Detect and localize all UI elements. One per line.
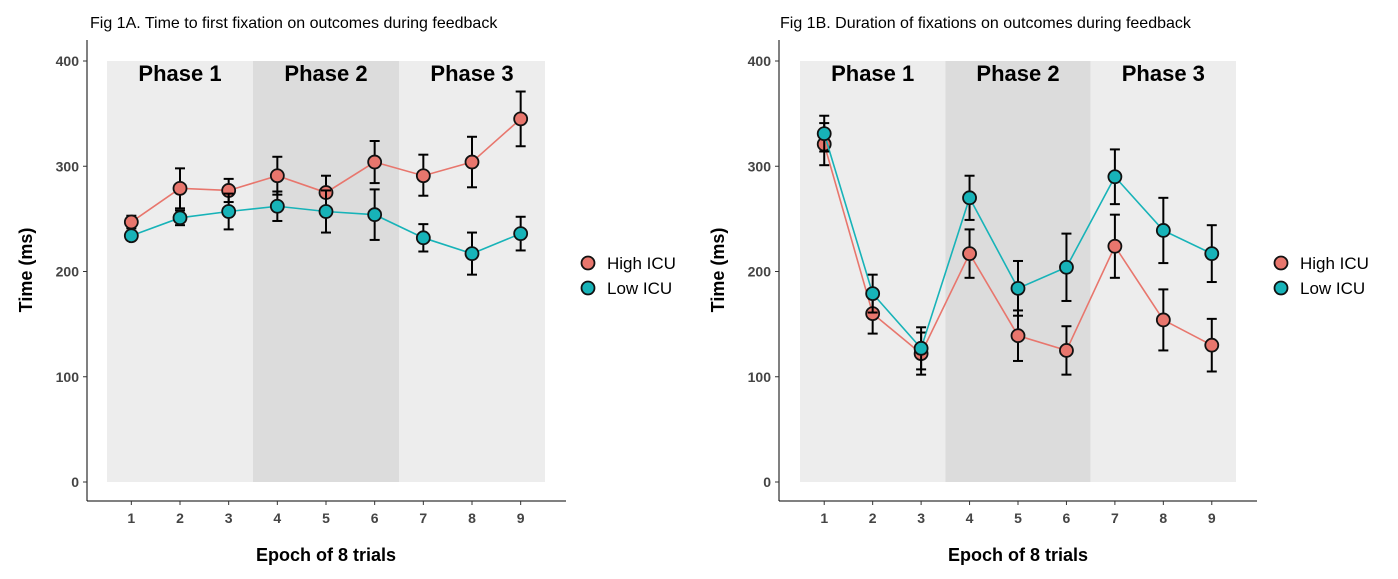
series-low-icu — [123, 188, 529, 276]
data-point — [269, 168, 285, 184]
y-tick-label: 100 — [748, 369, 772, 385]
phase-label: Phase 2 — [284, 61, 367, 86]
legend-item: Low ICU — [580, 279, 672, 298]
data-point — [816, 126, 832, 142]
phase-band — [253, 61, 399, 482]
data-point — [913, 340, 929, 356]
data-point — [415, 168, 431, 184]
data-point — [1107, 238, 1123, 254]
data-point — [513, 111, 529, 127]
x-tick-label: 8 — [468, 510, 476, 526]
y-tick-label: 200 — [56, 264, 80, 280]
phase-label: Phase 3 — [430, 61, 513, 86]
phase-band — [107, 61, 253, 482]
data-point — [415, 230, 431, 246]
x-tick-label: 1 — [820, 510, 828, 526]
data-point — [1204, 337, 1220, 353]
data-point — [172, 210, 188, 226]
phase-label: Phase 3 — [1122, 61, 1205, 86]
y-tick-label: 200 — [748, 264, 772, 280]
data-point — [464, 246, 480, 262]
legend-key — [1273, 280, 1289, 296]
data-point — [172, 180, 188, 196]
y-tick-label: 400 — [56, 53, 80, 69]
legend-key — [580, 255, 596, 271]
legend: High ICU Low ICU — [580, 254, 676, 298]
data-point — [1107, 169, 1123, 185]
y-tick-label: 100 — [56, 369, 80, 385]
data-point — [221, 204, 237, 219]
legend-key — [580, 280, 596, 296]
legend-label: High ICU — [607, 254, 676, 273]
data-point — [1155, 312, 1171, 328]
x-tick-label: 5 — [322, 510, 330, 526]
phase-label: Phase 2 — [976, 61, 1059, 86]
panel-fig-1b: Fig 1B. Duration of fixations on outcome… — [708, 15, 1369, 565]
x-axis-title: Epoch of 8 trials — [948, 545, 1088, 565]
x-tick-label: 2 — [869, 510, 877, 526]
x-tick-label: 1 — [127, 510, 135, 526]
x-tick-label: 4 — [966, 510, 974, 526]
phase-band — [800, 61, 946, 482]
data-point — [269, 198, 285, 214]
y-axis-title: Time (ms) — [16, 228, 36, 313]
y-tick-label: 0 — [71, 474, 79, 490]
data-point — [962, 190, 977, 206]
y-tick-label: 0 — [763, 474, 771, 490]
x-tick-label: 7 — [1111, 510, 1119, 526]
x-tick-label: 3 — [225, 510, 233, 526]
legend-item: Low ICU — [1273, 279, 1365, 298]
phase-label: Phase 1 — [138, 61, 221, 86]
x-axis-title: Epoch of 8 trials — [256, 545, 396, 565]
x-tick-label: 3 — [917, 510, 925, 526]
data-point — [123, 214, 139, 230]
series-low-icu — [816, 114, 1220, 371]
data-point — [513, 226, 529, 242]
x-tick-label: 9 — [1208, 510, 1216, 526]
x-tick-label: 4 — [273, 510, 281, 526]
legend-item: High ICU — [1273, 254, 1369, 273]
data-point — [1010, 328, 1026, 344]
y-axis-title: Time (ms) — [708, 228, 728, 313]
data-point — [1010, 280, 1026, 296]
data-point — [1204, 246, 1220, 262]
data-point — [123, 228, 139, 244]
legend-key — [1273, 255, 1289, 271]
x-tick-label: 9 — [517, 510, 525, 526]
data-point — [1155, 223, 1171, 238]
y-tick-label: 400 — [748, 53, 772, 69]
data-point — [318, 204, 334, 219]
legend: High ICU Low ICU — [1273, 254, 1369, 298]
x-tick-label: 6 — [1063, 510, 1071, 526]
legend-label: High ICU — [1300, 254, 1369, 273]
panel-fig-1a: Fig 1A. Time to first fixation on outcom… — [16, 15, 676, 565]
x-tick-label: 8 — [1159, 510, 1167, 526]
data-point — [367, 154, 383, 170]
data-point — [464, 154, 480, 170]
x-tick-label: 7 — [419, 510, 427, 526]
data-point — [865, 286, 881, 302]
x-tick-label: 5 — [1014, 510, 1022, 526]
legend-item: High ICU — [580, 254, 676, 273]
data-point — [962, 246, 977, 262]
data-point — [1059, 343, 1074, 358]
phase-label: Phase 1 — [831, 61, 914, 86]
x-tick-label: 2 — [176, 510, 184, 526]
x-tick-label: 6 — [371, 510, 379, 526]
data-point — [1059, 259, 1074, 275]
chart-title: Fig 1B. Duration of fixations on outcome… — [780, 15, 1192, 32]
legend-label: Low ICU — [607, 279, 672, 298]
legend-label: Low ICU — [1300, 279, 1365, 298]
phase-bands: Phase 1 Phase 2 Phase 3 — [107, 61, 545, 482]
y-tick-label: 300 — [748, 158, 772, 174]
phase-band — [1090, 61, 1236, 482]
y-tick-label: 300 — [56, 158, 80, 174]
data-point — [367, 207, 383, 223]
chart-title: Fig 1A. Time to first fixation on outcom… — [90, 15, 498, 32]
